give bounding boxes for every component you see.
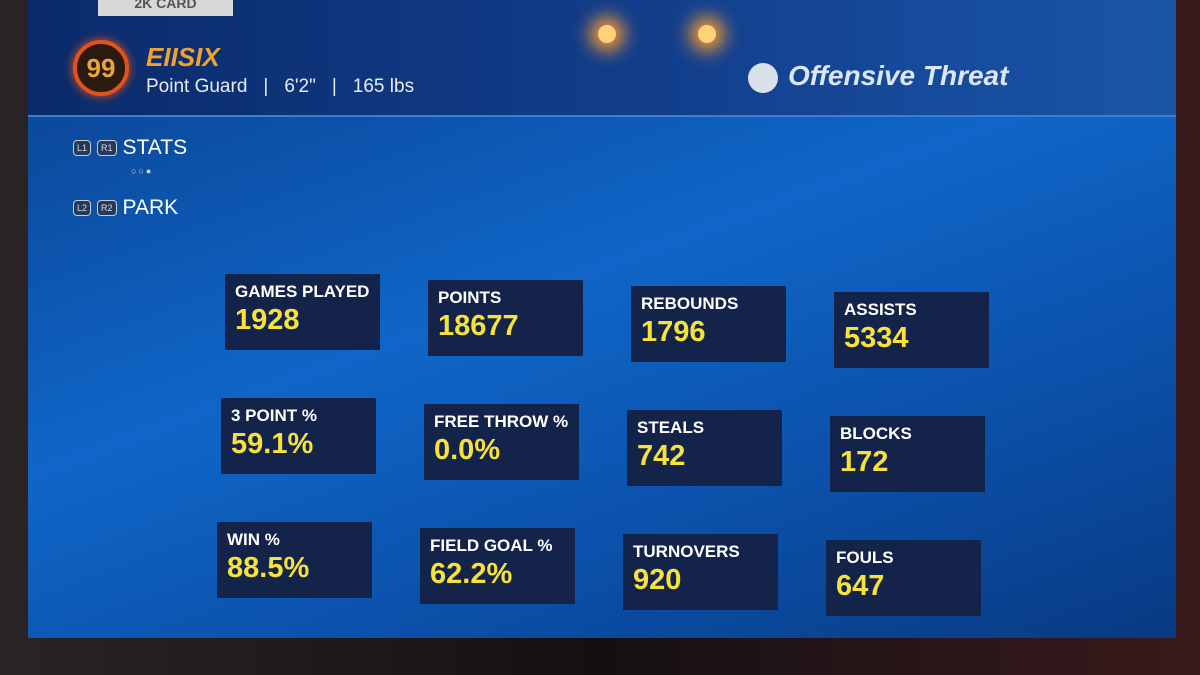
- stat-card: FREE THROW % 0.0%: [424, 404, 579, 480]
- stat-card: STEALS 742: [627, 410, 782, 486]
- nav-item[interactable]: L1 R1 STATS: [73, 136, 187, 160]
- stat-card: TURNOVERS 920: [623, 534, 778, 610]
- stat-card: WIN % 88.5%: [217, 522, 372, 598]
- stat-card: ASSISTS 5334: [834, 292, 989, 368]
- nav-label: STATS: [122, 136, 188, 159]
- stat-label: STEALS: [637, 418, 705, 437]
- stat-value: 1796: [641, 316, 706, 348]
- stat-card: FOULS 647: [826, 540, 981, 616]
- height: 6'2": [284, 76, 316, 97]
- stat-card: POINTS 18677: [428, 280, 583, 356]
- position: Point Guard: [146, 76, 248, 97]
- page-dots: ○○●: [131, 166, 154, 176]
- stat-label: ASSISTS: [844, 300, 917, 319]
- weight: 165 lbs: [352, 76, 415, 97]
- button-hint: R2: [97, 200, 117, 216]
- stat-card: 3 POINT % 59.1%: [221, 398, 376, 474]
- light: [698, 25, 716, 43]
- badge-label: Offensive Threat: [788, 60, 1009, 91]
- lights: [588, 25, 728, 45]
- rating: 99: [73, 40, 129, 96]
- stat-label: POINTS: [438, 288, 502, 307]
- tab[interactable]: 2K CARD: [98, 0, 233, 16]
- stat-label: BLOCKS: [840, 424, 912, 443]
- stat-value: 920: [633, 564, 682, 596]
- stat-value: 742: [637, 440, 686, 472]
- stat-label: FREE THROW %: [434, 412, 569, 431]
- stat-value: 5334: [844, 322, 909, 354]
- separator: |: [331, 76, 337, 97]
- stat-value: 1928: [235, 304, 300, 336]
- player-name: EIISIX: [146, 42, 220, 72]
- stat-value: 18677: [438, 310, 519, 342]
- header: 2K CARD 99 EIISIX Point Guard | 6'2" | 165 l…: [28, 0, 1176, 117]
- button-hint: L1: [73, 140, 92, 156]
- button-hint: L2: [73, 200, 92, 216]
- stat-label: WIN %: [227, 530, 280, 549]
- badge: Offensive Threat: [748, 60, 1008, 93]
- badge-icon: [748, 62, 778, 93]
- player-info: Point Guard | 6'2" | 165 lbs: [146, 76, 414, 98]
- stat-card: BLOCKS 172: [830, 416, 985, 492]
- stat-value: 88.5%: [227, 552, 310, 584]
- stat-label: TURNOVERS: [633, 542, 740, 561]
- nav-label: PARK: [122, 196, 179, 219]
- stat-value: 59.1%: [231, 428, 314, 460]
- stat-value: 647: [836, 570, 885, 602]
- stat-card: REBOUNDS 1796: [631, 286, 786, 362]
- nav-item[interactable]: L2 R2 PARK: [73, 196, 178, 220]
- stat-label: GAMES PLAYED: [235, 282, 370, 301]
- screen: 2K CARD 99 EIISIX Point Guard | 6'2" | 165 l…: [28, 0, 1176, 638]
- stat-value: 172: [840, 446, 889, 478]
- stat-card: FIELD GOAL % 62.2%: [420, 528, 575, 604]
- stat-label: FIELD GOAL %: [430, 536, 553, 555]
- light: [598, 25, 616, 43]
- stat-card: GAMES PLAYED 1928: [225, 274, 380, 350]
- separator: |: [263, 76, 269, 97]
- stat-label: 3 POINT %: [231, 406, 317, 425]
- stat-label: REBOUNDS: [641, 294, 739, 313]
- button-hint: R1: [97, 140, 117, 156]
- stat-label: FOULS: [836, 548, 894, 567]
- stat-value: 62.2%: [430, 558, 513, 590]
- stat-value: 0.0%: [434, 434, 501, 466]
